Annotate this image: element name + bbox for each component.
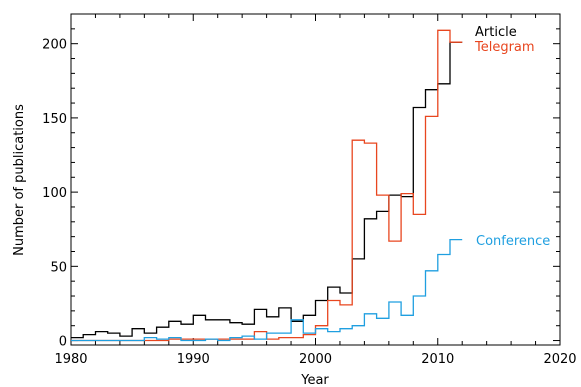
series-group (71, 29, 463, 342)
y-tick-label: 50 (50, 260, 67, 275)
y-tick-label: 100 (42, 186, 67, 201)
y-axis-label: Number of publications (12, 104, 27, 256)
plot-frame (70, 13, 561, 346)
conference-legend-label: Conference (476, 234, 550, 249)
y-tick-label: 200 (42, 38, 67, 53)
x-axis-label: Year (300, 373, 329, 387)
x-tick-label: 2000 (299, 352, 332, 367)
x-tick-label: 2020 (543, 352, 576, 367)
x-tick-label: 2010 (421, 352, 454, 367)
x-tick-label: 1990 (177, 352, 210, 367)
conference-series-line (71, 238, 463, 342)
y-tick-label: 0 (59, 335, 67, 350)
article-series-line (71, 41, 463, 339)
x-tick-label: 1980 (54, 352, 87, 367)
y-tick-label: 150 (42, 112, 67, 127)
article-legend-label: Article (475, 25, 517, 40)
telegram-series-line (71, 29, 463, 342)
axis-ticks: 1980 1990 2000 2010 2020 0 50 100 150 200 (42, 13, 577, 367)
telegram-legend-label: Telegram (474, 40, 535, 55)
